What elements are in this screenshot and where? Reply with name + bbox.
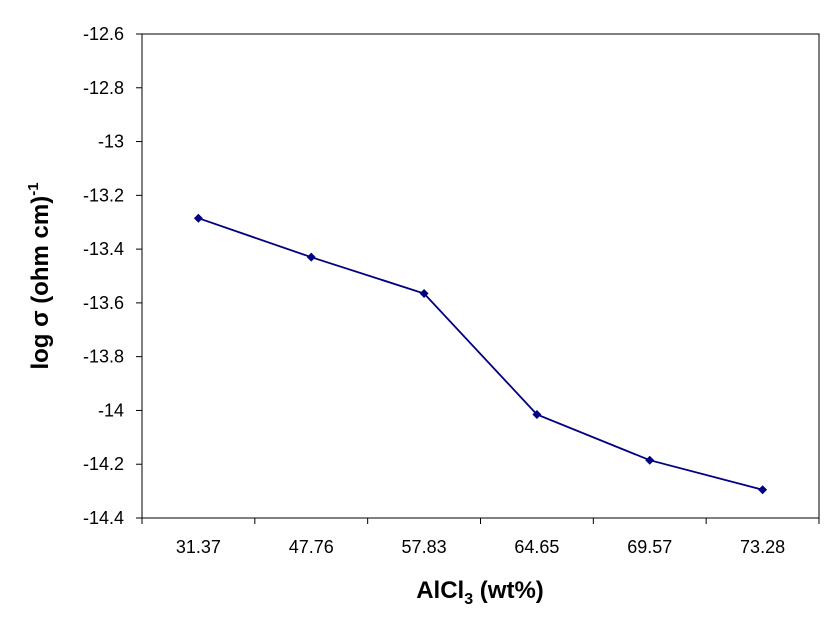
y-tick-label: -13.4 — [83, 239, 124, 259]
x-tick-label: 73.28 — [740, 537, 785, 557]
data-point-marker — [645, 455, 655, 465]
x-axis-title-sub: 3 — [464, 591, 473, 608]
x-tick-label: 64.65 — [514, 537, 559, 557]
y-tick-label: -14 — [98, 400, 124, 420]
x-axis-ticks: 31.37 47.76 57.83 64.65 69.57 73.28 — [141, 518, 820, 557]
data-point-marker — [193, 213, 203, 223]
x-tick-label: 57.83 — [402, 537, 447, 557]
data-point-marker — [306, 252, 316, 262]
x-axis-title-tail: (wt%) — [473, 577, 544, 604]
data-point-marker — [532, 409, 542, 419]
y-axis-title-main: log σ (ohm cm) — [27, 196, 54, 370]
y-tick-label: -13.8 — [83, 347, 124, 367]
data-point-marker — [758, 485, 768, 495]
y-tick-label: -14.2 — [83, 454, 124, 474]
data-point-marker — [419, 288, 429, 298]
series-group — [193, 213, 768, 495]
plot-area — [141, 33, 820, 519]
series-line — [198, 217, 763, 491]
x-axis-title: AlCl3 (wt%) — [416, 577, 544, 608]
y-tick-label: -13.2 — [83, 185, 124, 205]
y-axis-title: log σ (ohm cm)-1 — [25, 182, 54, 369]
x-tick-label: 47.76 — [289, 537, 334, 557]
y-tick-label: -13.6 — [83, 293, 124, 313]
y-tick-label: -14.4 — [83, 508, 124, 528]
y-tick-label: -12.6 — [83, 24, 124, 44]
x-tick-label: 69.57 — [627, 537, 672, 557]
y-axis-title-sup: -1 — [25, 182, 42, 195]
y-tick-label: -13 — [98, 132, 124, 152]
y-axis-ticks: -12.6 -12.8 -13 -13.2 -13.4 -13.6 -13.8 -14 -14.… — [83, 24, 142, 528]
x-axis-title-main: AlCl — [416, 577, 464, 604]
x-tick-label: 31.37 — [176, 537, 221, 557]
y-tick-label: -12.8 — [83, 78, 124, 98]
